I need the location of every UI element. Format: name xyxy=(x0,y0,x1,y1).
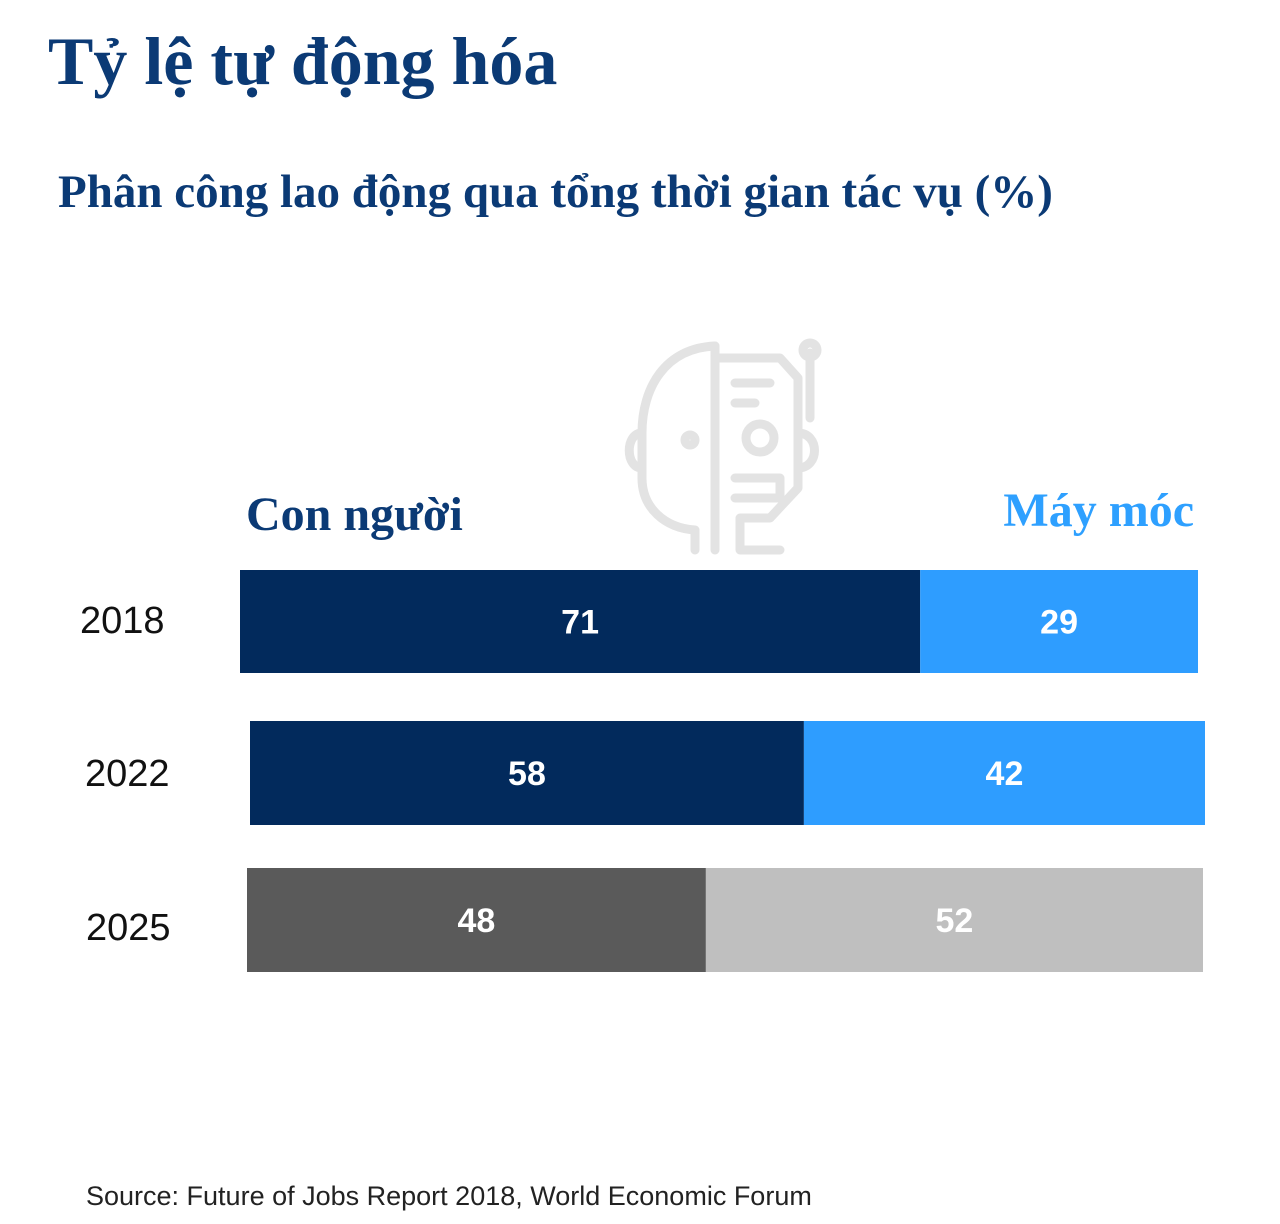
data-label-2022-human: 58 xyxy=(508,755,546,793)
legend-machine: Máy móc xyxy=(1003,484,1194,537)
data-label-2018-machine: 29 xyxy=(1040,604,1078,642)
data-label-2025-machine: 52 xyxy=(936,902,974,940)
source-note: Source: Future of Jobs Report 2018, Worl… xyxy=(86,1181,812,1211)
data-label-2018-human: 71 xyxy=(561,604,599,642)
category-label-2018: 2018 xyxy=(80,600,165,642)
bar-2025-machine xyxy=(705,868,1203,972)
category-label-2022: 2022 xyxy=(85,753,170,795)
data-label-2025-human: 48 xyxy=(458,902,496,940)
bar-2018-human xyxy=(240,570,921,673)
bar-2025-human xyxy=(247,868,706,972)
category-label-2025: 2025 xyxy=(86,907,171,949)
bar-2018-machine xyxy=(920,570,1198,673)
bar-2022-machine xyxy=(803,721,1205,825)
human-robot-face-icon xyxy=(620,338,840,563)
legend-human: Con người xyxy=(246,488,463,541)
chart-subtitle: Phân công lao động qua tổng thời gian tá… xyxy=(58,166,1053,218)
data-label-2022-machine: 42 xyxy=(986,755,1024,793)
page-title: Tỷ lệ tự động hóa xyxy=(48,23,558,99)
bar-2022-human xyxy=(250,721,804,825)
